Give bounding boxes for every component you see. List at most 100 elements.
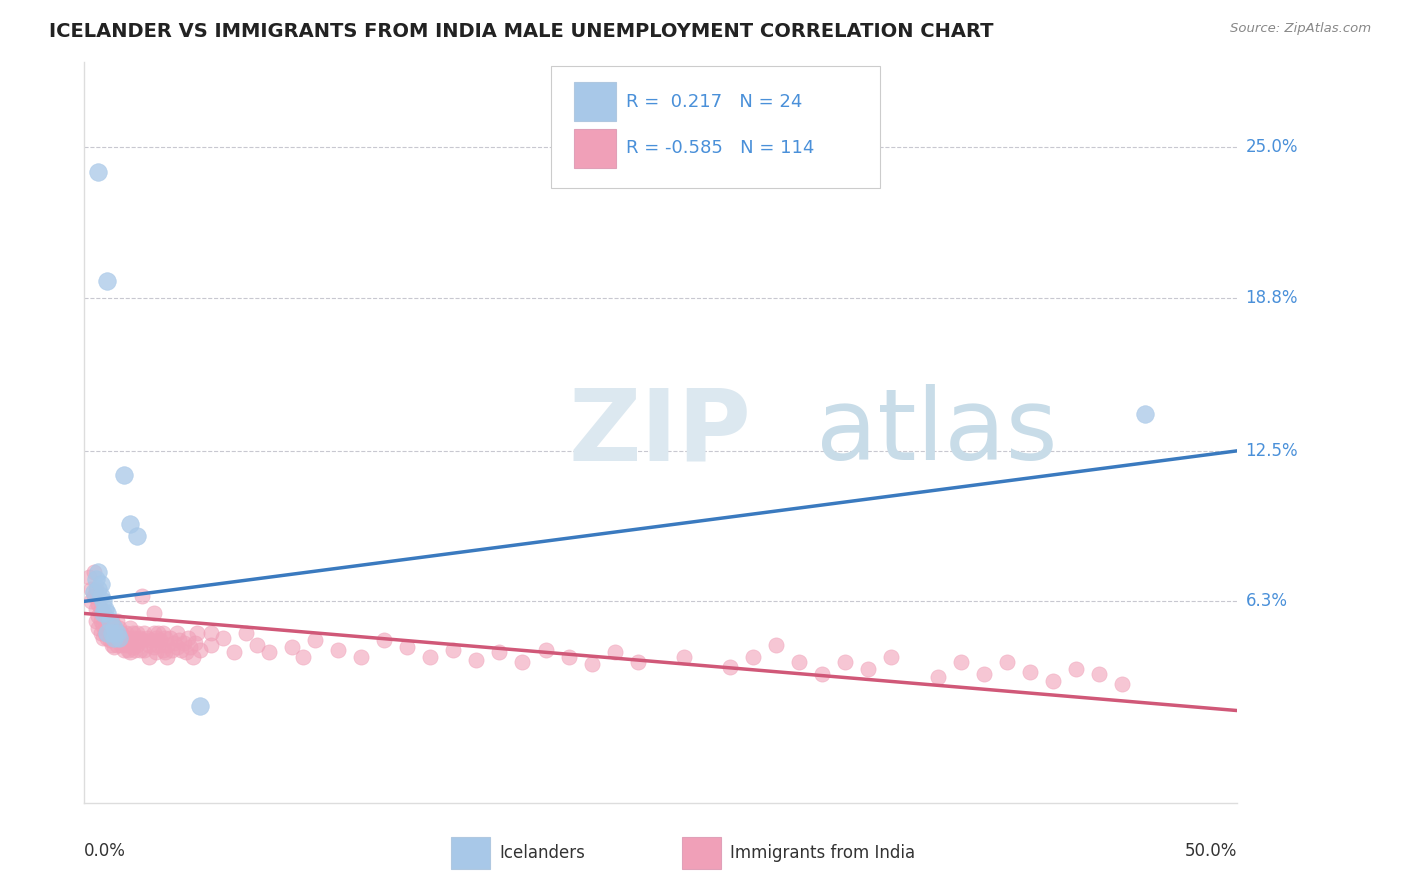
Point [120,516,142,531]
Point [80,594,103,608]
Point [91,618,114,632]
FancyBboxPatch shape [682,837,721,870]
Point [87,582,110,597]
Point [89,614,111,628]
Point [1064,662,1087,676]
Point [87,565,110,579]
Point [101,626,124,640]
Text: 0.0%: 0.0% [84,842,127,860]
Point [396,640,419,655]
Point [103,640,125,655]
Point [1018,665,1040,679]
Point [87,164,110,178]
Point [87,608,110,623]
Point [121,640,143,655]
Point [120,633,142,648]
Text: 25.0%: 25.0% [1246,138,1298,156]
Point [96,614,118,628]
Point [880,650,903,665]
FancyBboxPatch shape [575,82,616,121]
Point [465,652,488,666]
Point [246,638,269,652]
Point [200,638,222,652]
Point [128,631,150,645]
Point [108,621,131,635]
Point [188,643,211,657]
Point [117,643,139,657]
FancyBboxPatch shape [451,837,491,870]
Text: R = -0.585   N = 114: R = -0.585 N = 114 [626,138,814,157]
Point [534,643,557,657]
Point [973,667,995,681]
Point [108,633,131,648]
Point [179,640,201,655]
Point [127,529,149,543]
Point [186,626,208,640]
FancyBboxPatch shape [551,66,880,188]
Point [96,626,118,640]
Point [156,638,179,652]
Point [94,601,117,615]
Point [94,614,117,628]
Point [153,631,176,645]
Point [742,650,765,665]
Point [134,643,156,657]
Point [224,645,246,659]
Point [131,633,153,648]
Point [1042,674,1064,689]
Point [84,582,107,597]
Point [188,698,211,713]
Point [115,626,138,640]
Point [200,626,222,640]
Point [142,626,165,640]
Point [304,633,326,648]
Point [91,607,114,621]
Point [110,638,132,652]
Point [103,618,125,632]
Point [94,626,117,640]
Point [80,582,103,597]
FancyBboxPatch shape [575,129,616,168]
Point [149,633,172,648]
Point [488,645,510,659]
Text: ZIP: ZIP [568,384,751,481]
Point [96,621,118,635]
Point [927,669,949,683]
Point [127,638,149,652]
Point [115,638,138,652]
Point [91,607,114,621]
Point [87,597,110,611]
Point [77,570,100,584]
Point [89,626,111,640]
Point [718,660,741,674]
Point [103,631,125,645]
Point [101,614,124,628]
Point [83,565,105,579]
Point [603,645,626,659]
Point [96,607,118,621]
Point [177,631,200,645]
Text: 6.3%: 6.3% [1246,592,1288,610]
Point [166,640,188,655]
Point [101,626,124,640]
Point [163,635,186,649]
Point [120,621,142,635]
Point [98,633,121,648]
Point [211,631,233,645]
Point [257,645,280,659]
Point [292,650,315,665]
Text: Immigrants from India: Immigrants from India [730,844,915,863]
Text: Icelanders: Icelanders [499,844,585,863]
Point [170,643,193,657]
Point [84,573,107,587]
Point [160,643,183,657]
Point [581,657,603,672]
Point [138,638,160,652]
Point [350,650,373,665]
Point [156,650,179,665]
Point [108,631,131,645]
Point [124,631,146,645]
Point [101,638,124,652]
Point [121,626,143,640]
Point [557,650,579,665]
